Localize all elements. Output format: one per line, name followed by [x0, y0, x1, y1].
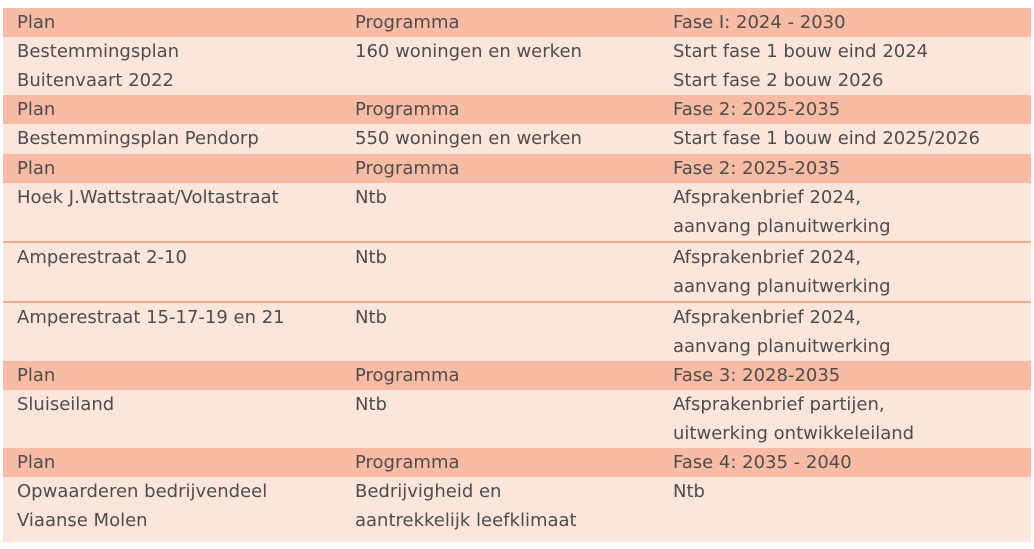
table-row-amperestraat-2-10: Amperestraat 2-10 Ntb Afsprakenbrief 202…	[3, 241, 1031, 301]
cell-programma: Ntb	[355, 187, 387, 208]
cell-programma: Ntb	[355, 394, 387, 415]
header-cell-plan: Plan	[17, 99, 56, 120]
header-cell-programma: Programma	[355, 12, 460, 33]
header-cell-plan: Plan	[17, 365, 56, 386]
cell-fase: Start fase 1 bouw eind 2024 Start fase 2…	[673, 41, 929, 91]
header-cell-programma: Programma	[355, 365, 460, 386]
cell-plan: Sluiseiland	[17, 394, 115, 415]
header-cell-fase: Fase 2: 2025-2035	[673, 99, 841, 120]
cell-programma: 550 woningen en werken	[355, 128, 582, 149]
header-cell-fase: Fase 2: 2025-2035	[673, 158, 841, 179]
section-header-row-fase-4: Plan Programma Fase 4: 2035 - 2040	[3, 448, 1031, 477]
cell-plan: Bestemmingsplan Buitenvaart 2022	[17, 41, 180, 91]
section-header-row-fase-2b: Plan Programma Fase 2: 2025-2035	[3, 154, 1031, 183]
cell-programma: Bedrijvigheid en aantrekkelijk leefklima…	[355, 481, 577, 531]
cell-plan: Amperestraat 2-10	[17, 247, 187, 268]
header-cell-plan: Plan	[17, 452, 56, 473]
header-cell-plan: Plan	[17, 158, 56, 179]
header-cell-fase: Fase 3: 2028-2035	[673, 365, 841, 386]
cell-programma: Ntb	[355, 307, 387, 328]
cell-fase: Afsprakenbrief 2024, aanvang planuitwerk…	[673, 247, 891, 297]
table-row-pendorp: Bestemmingsplan Pendorp 550 woningen en …	[3, 124, 1031, 154]
section-header-row-fase-2a: Plan Programma Fase 2: 2025-2035	[3, 95, 1031, 124]
header-cell-programma: Programma	[355, 99, 460, 120]
section-header-row-fase-1: Plan Programma Fase I: 2024 - 2030	[3, 8, 1031, 37]
table-row-hoek-wattstraat: Hoek J.Wattstraat/Voltastraat Ntb Afspra…	[3, 183, 1031, 241]
phasing-table: Plan Programma Fase I: 2024 - 2030 Beste…	[3, 8, 1031, 542]
table-row-amperestraat-15-21: Amperestraat 15-17-19 en 21 Ntb Afsprake…	[3, 301, 1031, 361]
header-cell-programma: Programma	[355, 452, 460, 473]
cell-programma: 160 woningen en werken	[355, 41, 582, 62]
section-header-row-fase-3: Plan Programma Fase 3: 2028-2035	[3, 361, 1031, 390]
cell-fase: Ntb	[673, 481, 705, 502]
cell-fase: Afsprakenbrief partijen, uitwerking ontw…	[673, 394, 915, 444]
cell-fase: Afsprakenbrief 2024, aanvang planuitwerk…	[673, 187, 891, 237]
cell-fase: Start fase 1 bouw eind 2025/2026	[673, 128, 981, 149]
header-cell-fase: Fase I: 2024 - 2030	[673, 12, 846, 33]
cell-fase: Afsprakenbrief 2024, aanvang planuitwerk…	[673, 307, 891, 357]
header-cell-fase: Fase 4: 2035 - 2040	[673, 452, 852, 473]
cell-plan: Opwaarderen bedrijvendeel Viaanse Molen	[17, 481, 268, 531]
table-row-sluiseiland: Sluiseiland Ntb Afsprakenbrief partijen,…	[3, 390, 1031, 448]
header-cell-programma: Programma	[355, 158, 460, 179]
cell-programma: Ntb	[355, 247, 387, 268]
cell-plan: Amperestraat 15-17-19 en 21	[17, 307, 285, 328]
table-row-buitenvaart: Bestemmingsplan Buitenvaart 2022 160 won…	[3, 37, 1031, 95]
cell-plan: Bestemmingsplan Pendorp	[17, 128, 259, 149]
cell-plan: Hoek J.Wattstraat/Voltastraat	[17, 187, 279, 208]
header-cell-plan: Plan	[17, 12, 56, 33]
table-row-viaanse-molen: Opwaarderen bedrijvendeel Viaanse Molen …	[3, 477, 1031, 542]
